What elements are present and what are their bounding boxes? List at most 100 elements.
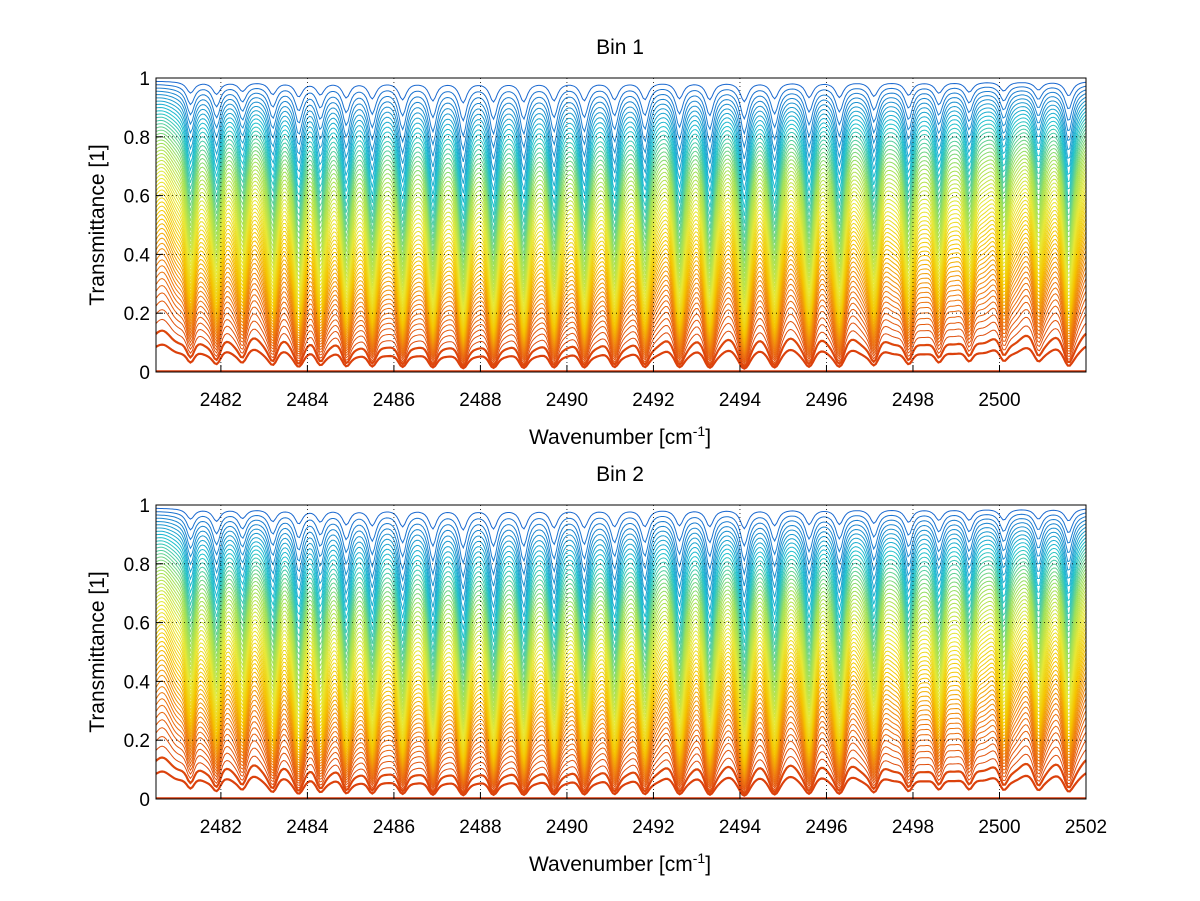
series-line bbox=[155, 562, 1087, 691]
series-line bbox=[155, 527, 1087, 611]
series-line bbox=[155, 556, 1087, 680]
series-group bbox=[155, 504, 1087, 800]
series-line bbox=[155, 142, 1087, 274]
x-tick-label: 2492 bbox=[632, 390, 674, 411]
x-tick-label: 2498 bbox=[892, 390, 934, 411]
series-line bbox=[155, 520, 1087, 590]
series-line bbox=[155, 80, 1087, 104]
x-tick-label: 2496 bbox=[805, 390, 847, 411]
x-tick-label: 2490 bbox=[546, 817, 588, 838]
series-line bbox=[155, 566, 1087, 696]
x-tick-labels: 2482 2484 2486 2488 2490 2492 2494 2496 2498 2500 bbox=[200, 390, 1021, 411]
x-tick-label: 2482 bbox=[200, 817, 242, 838]
series-line bbox=[155, 300, 1087, 363]
series-line bbox=[155, 735, 1087, 792]
series-line bbox=[155, 654, 1087, 772]
series-line bbox=[155, 232, 1087, 346]
series-line bbox=[155, 110, 1087, 211]
y-tick-label: 0.2 bbox=[124, 304, 150, 325]
series-line bbox=[156, 514, 1087, 565]
series-line bbox=[155, 106, 1087, 203]
y-tick-labels: 0 0.2 0.4 0.6 0.8 1 bbox=[124, 69, 151, 384]
series-line bbox=[155, 533, 1087, 630]
series-line bbox=[155, 329, 1087, 369]
series-line bbox=[155, 572, 1087, 706]
series-line bbox=[155, 116, 1087, 227]
x-axis-label: Wavenumber [cm-1] bbox=[529, 423, 711, 449]
x-tick-label: 2486 bbox=[373, 817, 415, 838]
panel-title: Bin 1 bbox=[596, 36, 644, 59]
series-line bbox=[155, 745, 1087, 793]
series-line bbox=[155, 559, 1087, 686]
y-axis-label: Transmittance [1] bbox=[86, 571, 109, 732]
series-line bbox=[155, 123, 1087, 241]
y-tick-labels: 0 0.2 0.4 0.6 0.8 1 bbox=[124, 496, 151, 811]
y-tick-label: 0.4 bbox=[124, 245, 151, 266]
x-tick-label: 2492 bbox=[632, 817, 674, 838]
series-line bbox=[155, 680, 1087, 780]
series-line bbox=[156, 517, 1087, 579]
series-line bbox=[155, 259, 1087, 355]
series-line bbox=[155, 711, 1087, 788]
series-line bbox=[155, 669, 1087, 777]
series-line bbox=[155, 343, 1087, 370]
series-group bbox=[155, 77, 1087, 373]
series-line bbox=[155, 691, 1087, 783]
y-tick-label: 0.8 bbox=[124, 555, 150, 576]
y-tick-label: 0.2 bbox=[124, 731, 150, 752]
x-tick-label: 2494 bbox=[719, 817, 762, 838]
y-tick-label: 0.4 bbox=[124, 672, 151, 693]
series-line bbox=[155, 248, 1087, 352]
series-line bbox=[155, 119, 1087, 234]
series-line bbox=[155, 133, 1087, 259]
series-line bbox=[156, 90, 1087, 152]
series-line bbox=[155, 309, 1087, 365]
x-tick-labels: 2482 2484 2486 2488 2490 2492 2494 2496 2498 2500… bbox=[200, 817, 1107, 838]
panel-title: Bin 2 bbox=[596, 463, 644, 486]
series-line bbox=[155, 704, 1087, 786]
series-line bbox=[155, 664, 1087, 775]
x-tick-label: 2498 bbox=[892, 817, 934, 838]
y-axis-label: Transmittance [1] bbox=[86, 144, 109, 305]
plot-frame bbox=[155, 504, 1087, 800]
y-tick-label: 0.6 bbox=[124, 614, 150, 635]
series-line bbox=[155, 242, 1087, 350]
series-line bbox=[155, 685, 1087, 782]
series-line bbox=[156, 97, 1087, 174]
x-tick-label: 2500 bbox=[978, 817, 1020, 838]
plot-frame bbox=[155, 77, 1087, 373]
series-line bbox=[156, 511, 1087, 550]
panel-bin-2: Bin 2 2482 2484 2486 2488 2490 2492 2494 2496 24… bbox=[86, 463, 1107, 876]
series-line bbox=[156, 94, 1087, 163]
y-tick-label: 1 bbox=[139, 496, 150, 517]
series-line bbox=[156, 507, 1087, 531]
series-line bbox=[155, 100, 1087, 184]
series-line bbox=[155, 537, 1087, 639]
series-line bbox=[155, 530, 1087, 621]
series-line bbox=[155, 727, 1087, 790]
series-line bbox=[155, 698, 1087, 785]
series-line bbox=[156, 87, 1087, 138]
y-tick-label: 0.8 bbox=[124, 128, 150, 149]
x-tick-label: 2488 bbox=[459, 390, 501, 411]
series-line bbox=[155, 292, 1087, 362]
x-tick-label: 2484 bbox=[286, 817, 329, 838]
series-line bbox=[155, 284, 1087, 361]
series-line bbox=[155, 318, 1087, 366]
series-line bbox=[155, 227, 1087, 345]
series-line bbox=[155, 265, 1087, 356]
x-axis-label: Wavenumber [cm-1] bbox=[529, 850, 711, 876]
series-line bbox=[156, 84, 1087, 122]
x-tick-label: 2502 bbox=[1065, 817, 1107, 838]
series-line bbox=[155, 103, 1087, 194]
series-line bbox=[155, 136, 1087, 264]
y-tick-label: 0.6 bbox=[124, 187, 150, 208]
y-tick-label: 0 bbox=[139, 363, 150, 384]
series-line bbox=[155, 126, 1087, 247]
series-line bbox=[155, 540, 1087, 647]
x-tick-label: 2496 bbox=[805, 817, 847, 838]
series-line bbox=[155, 543, 1087, 654]
series-line bbox=[155, 237, 1087, 348]
x-tick-label: 2484 bbox=[286, 390, 329, 411]
